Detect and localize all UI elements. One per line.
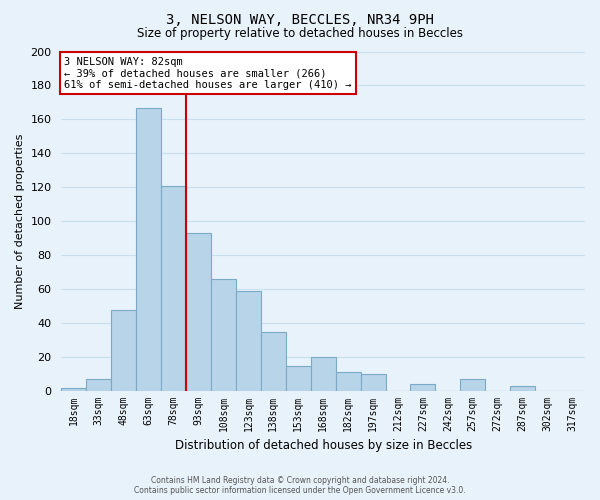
- X-axis label: Distribution of detached houses by size in Beccles: Distribution of detached houses by size …: [175, 440, 472, 452]
- Bar: [86, 379, 111, 391]
- Bar: [460, 379, 485, 391]
- Bar: [311, 357, 335, 391]
- Y-axis label: Number of detached properties: Number of detached properties: [15, 134, 25, 309]
- Text: 3, NELSON WAY, BECCLES, NR34 9PH: 3, NELSON WAY, BECCLES, NR34 9PH: [166, 12, 434, 26]
- Bar: [186, 233, 211, 391]
- Bar: [510, 386, 535, 391]
- Bar: [286, 366, 311, 391]
- Bar: [61, 388, 86, 391]
- Bar: [111, 310, 136, 391]
- Bar: [410, 384, 436, 391]
- Text: Contains HM Land Registry data © Crown copyright and database right 2024.
Contai: Contains HM Land Registry data © Crown c…: [134, 476, 466, 495]
- Bar: [136, 108, 161, 391]
- Bar: [361, 374, 386, 391]
- Bar: [335, 372, 361, 391]
- Text: 3 NELSON WAY: 82sqm
← 39% of detached houses are smaller (266)
61% of semi-detac: 3 NELSON WAY: 82sqm ← 39% of detached ho…: [64, 56, 352, 90]
- Bar: [261, 332, 286, 391]
- Text: Size of property relative to detached houses in Beccles: Size of property relative to detached ho…: [137, 28, 463, 40]
- Bar: [211, 279, 236, 391]
- Bar: [236, 291, 261, 391]
- Bar: [161, 186, 186, 391]
